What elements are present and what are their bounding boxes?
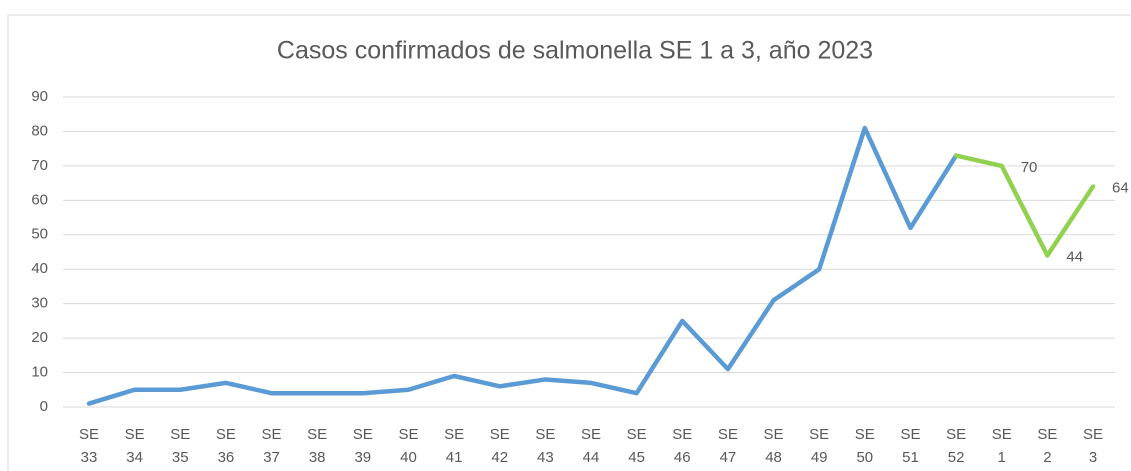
x-tick-label: SE 39	[353, 426, 373, 466]
y-tick-label: 90	[31, 88, 48, 105]
x-tick-label: SE 49	[809, 426, 829, 466]
y-tick-label: 0	[40, 398, 48, 415]
x-tick-label: SE 52	[946, 426, 966, 466]
y-tick-label: 80	[31, 122, 48, 139]
data-label: 64	[1112, 180, 1129, 197]
data-line	[953, 153, 1096, 258]
chart-title: Casos confirmados de salmonella SE 1 a 3…	[277, 37, 873, 65]
x-tick-label: SE 2	[1037, 426, 1057, 466]
x-tick-label: SE 45	[627, 426, 647, 466]
x-tick-label: SE 47	[718, 426, 738, 466]
x-tick-label: SE 34	[125, 426, 145, 466]
chart-frame	[7, 14, 1131, 471]
data-label: 44	[1066, 248, 1083, 265]
x-tick-label: SE 1	[992, 426, 1012, 466]
x-tick-label: SE 37	[262, 426, 282, 466]
y-tick-label: 70	[31, 157, 48, 174]
y-tick-label: 60	[31, 191, 48, 208]
y-tick-label: 50	[31, 226, 48, 243]
x-tick-label: SE 38	[307, 426, 327, 466]
data-line	[86, 125, 959, 406]
x-tick-label: SE 46	[672, 426, 692, 466]
x-tick-label: SE 41	[444, 426, 464, 466]
x-tick-label: SE 35	[170, 426, 190, 466]
y-tick-label: 20	[31, 329, 48, 346]
x-tick-label: SE 40	[398, 426, 418, 466]
y-tick-label: 40	[31, 260, 48, 277]
data-label: 70	[1021, 159, 1038, 176]
x-tick-label: SE 43	[535, 426, 555, 466]
y-tick-label: 30	[31, 295, 48, 312]
x-tick-label: SE 44	[581, 426, 601, 466]
x-tick-label: SE 33	[79, 426, 99, 466]
x-tick-label: SE 36	[216, 426, 236, 466]
y-tick-label: 10	[31, 364, 48, 381]
x-tick-label: SE 50	[855, 426, 875, 466]
x-tick-label: SE 51	[900, 426, 920, 466]
x-tick-label: SE 3	[1083, 426, 1103, 466]
x-tick-label: SE 42	[490, 426, 510, 466]
x-tick-label: SE 48	[764, 426, 784, 466]
